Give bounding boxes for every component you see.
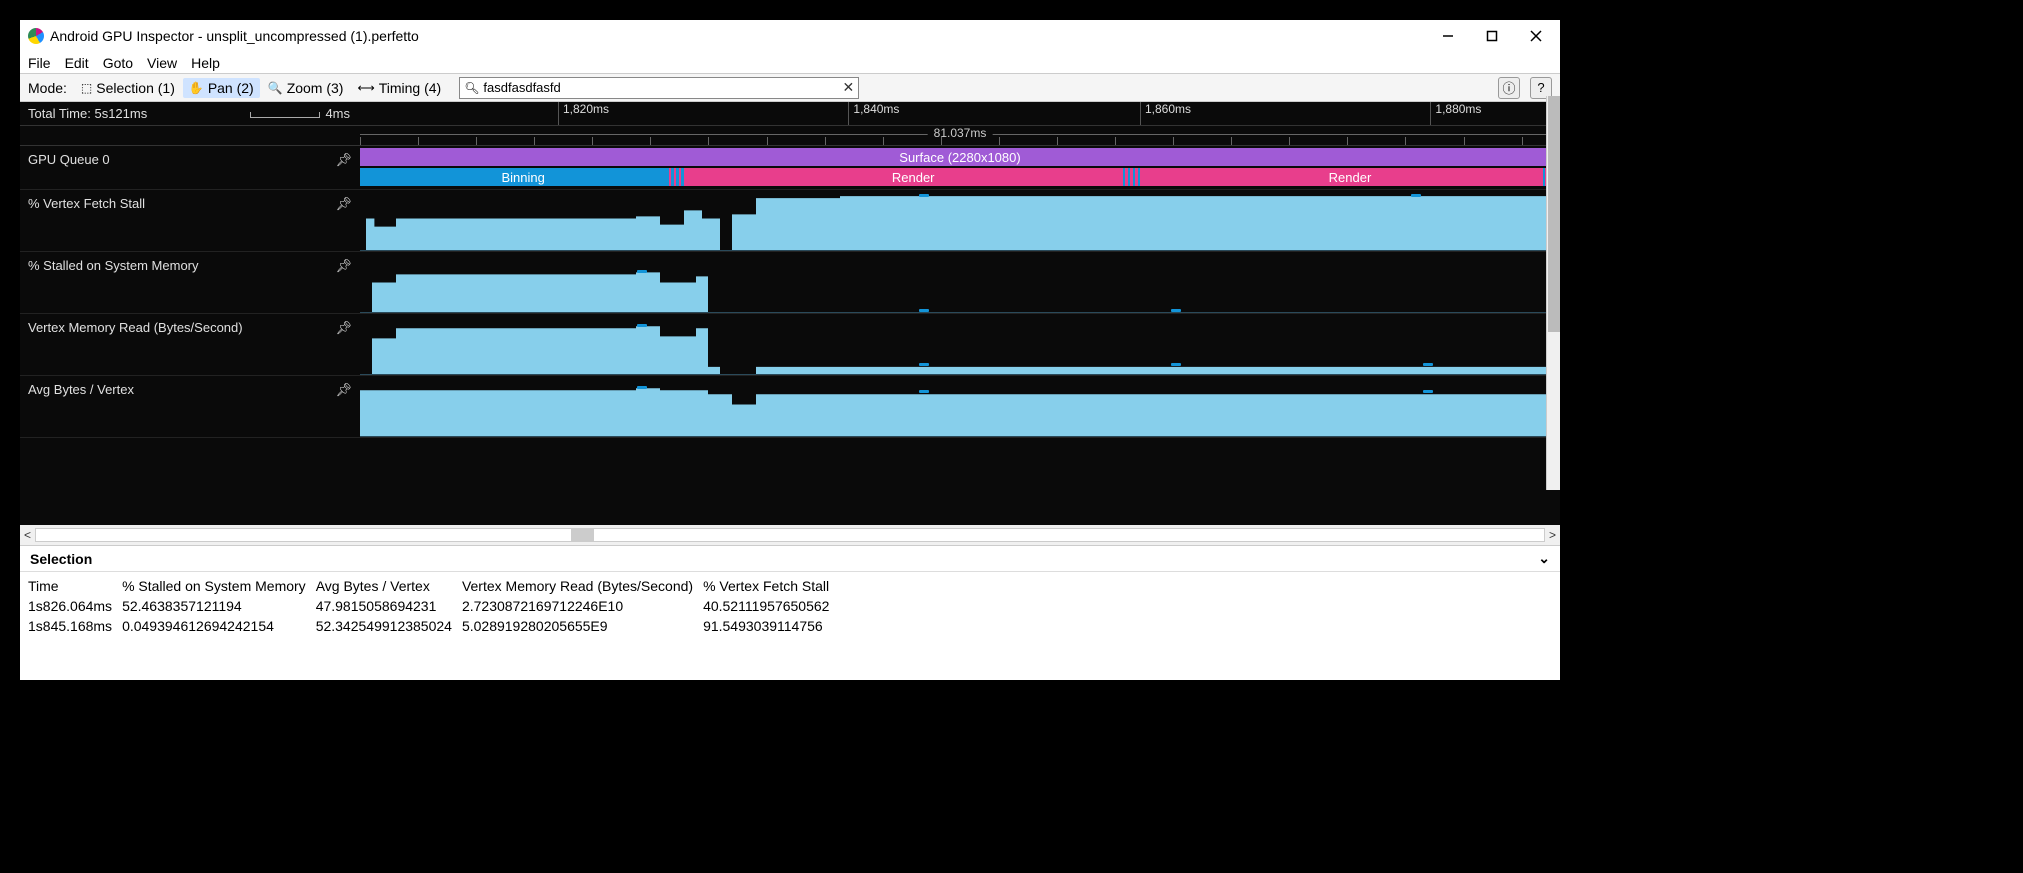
mode-pan-button[interactable]: ✋Pan (2) [183, 78, 260, 98]
menu-goto[interactable]: Goto [103, 55, 133, 71]
phase-binning[interactable]: Binning [360, 168, 686, 186]
collapse-icon[interactable]: ⌄ [1538, 550, 1550, 567]
chart-area[interactable] [360, 252, 1560, 313]
mode-timing-button[interactable]: ⟷Timing (4) [351, 78, 447, 98]
table-header: % Vertex Fetch Stall [703, 576, 839, 596]
titlebar: Android GPU Inspector - unsplit_uncompre… [20, 20, 1560, 52]
mode-icon: ⬚ [81, 81, 92, 95]
close-button[interactable] [1528, 28, 1544, 44]
time-ruler: Total Time: 5s121ms 4ms 1,820ms1,840ms1,… [20, 102, 1560, 126]
menu-edit[interactable]: Edit [65, 55, 89, 71]
menu-view[interactable]: View [147, 55, 177, 71]
menu-file[interactable]: File [28, 55, 51, 71]
pin-icon[interactable]: 📌︎ [335, 258, 352, 274]
chart-area[interactable] [360, 376, 1560, 437]
pin-icon[interactable]: 📌︎ [335, 196, 352, 212]
horizontal-scrollbar[interactable]: < > [20, 525, 1560, 545]
menubar: File Edit Goto View Help [20, 52, 1560, 74]
track-label: Vertex Memory Read (Bytes/Second) [28, 320, 243, 335]
phase-render[interactable]: Render [686, 168, 1140, 186]
scale-bar [250, 112, 320, 118]
ruler-tick: 1,840ms [848, 102, 899, 125]
table-row[interactable]: 1s845.168ms0.04939461269424215452.342549… [28, 616, 839, 636]
menu-help[interactable]: Help [191, 55, 220, 71]
table-header: Vertex Memory Read (Bytes/Second) [462, 576, 703, 596]
selection-title: Selection [30, 551, 92, 567]
mode-zoom-button[interactable]: 🔍Zoom (3) [262, 78, 350, 98]
search-box[interactable]: 🔍︎ ✕ [459, 77, 859, 99]
range-ruler: 81.037ms [20, 126, 1560, 146]
surface-bar[interactable]: Surface (2280x1080) [360, 148, 1560, 166]
maximize-button[interactable] [1484, 28, 1500, 44]
range-label: 81.037ms [928, 126, 993, 140]
chart-marker [1423, 363, 1433, 366]
chart-marker [919, 194, 929, 197]
table-row[interactable]: 1s826.064ms52.463835712119447.9815058694… [28, 596, 839, 616]
chart-marker [1171, 309, 1181, 312]
vertical-scrollbar[interactable] [1546, 96, 1560, 490]
info-button[interactable]: ⓘ [1498, 77, 1520, 99]
track-row: % Stalled on System Memory 📌︎ [20, 252, 1560, 314]
selection-panel: Selection ⌄ Time% Stalled on System Memo… [20, 545, 1560, 680]
pin-icon[interactable]: 📌︎ [335, 152, 352, 168]
mode-icon: 🔍 [268, 81, 283, 95]
app-icon [28, 28, 44, 44]
scroll-right-icon[interactable]: > [1549, 528, 1556, 542]
window-title: Android GPU Inspector - unsplit_uncompre… [50, 28, 1440, 44]
chart-marker [919, 309, 929, 312]
clear-search-icon[interactable]: ✕ [842, 79, 854, 96]
track-label: GPU Queue 0 [28, 152, 110, 167]
selection-table: Time% Stalled on System MemoryAvg Bytes … [28, 576, 839, 636]
chart-area[interactable] [360, 314, 1560, 375]
scroll-left-icon[interactable]: < [24, 528, 31, 542]
chart-marker [1171, 363, 1181, 366]
track-row: % Vertex Fetch Stall 📌︎ [20, 190, 1560, 252]
mode-label: Mode: [28, 80, 67, 96]
ruler-major[interactable]: 1,820ms 1,840ms 1,860ms 1,880ms [360, 102, 1560, 125]
total-time-label: Total Time: 5s121ms [28, 106, 147, 121]
ruler-minor[interactable]: 81.037ms [360, 126, 1560, 145]
chart-marker [637, 270, 647, 273]
track-row: Vertex Memory Read (Bytes/Second) 📌︎ [20, 314, 1560, 376]
track-label: % Vertex Fetch Stall [28, 196, 145, 211]
chart-marker [919, 363, 929, 366]
ruler-tick: 1,860ms [1140, 102, 1191, 125]
scroll-thumb[interactable] [571, 529, 594, 541]
chart-marker [637, 386, 647, 389]
chart-marker [919, 390, 929, 393]
ruler-tick: 1,820ms [558, 102, 609, 125]
pin-icon[interactable]: 📌︎ [335, 320, 352, 336]
toolbar: Mode: ⬚Selection (1)✋Pan (2)🔍Zoom (3)⟷Ti… [20, 74, 1560, 102]
table-header: Avg Bytes / Vertex [316, 576, 462, 596]
timeline: Total Time: 5s121ms 4ms 1,820ms1,840ms1,… [20, 102, 1560, 525]
mode-icon: ✋ [189, 81, 204, 95]
track-label: Avg Bytes / Vertex [28, 382, 134, 397]
minimize-button[interactable] [1440, 28, 1456, 44]
chart-marker [1423, 390, 1433, 393]
phase-render[interactable]: Render [1140, 168, 1560, 186]
chart-area[interactable] [360, 190, 1560, 251]
gpu-queue-body[interactable]: Surface (2280x1080)BinningRenderRender [360, 146, 1560, 189]
scale-hint: 4ms [325, 106, 350, 121]
track-gpu-queue: GPU Queue 0 📌︎ Surface (2280x1080) Binnin… [20, 146, 1560, 190]
track-row: Avg Bytes / Vertex 📌︎ [20, 376, 1560, 438]
ruler-tick: 1,880ms [1430, 102, 1481, 125]
track-label: % Stalled on System Memory [28, 258, 199, 273]
mode-selection-button[interactable]: ⬚Selection (1) [75, 78, 181, 98]
app-window: Android GPU Inspector - unsplit_uncompre… [20, 20, 1560, 680]
chart-marker [1411, 194, 1421, 197]
search-icon: 🔍︎ [464, 81, 479, 95]
table-header: % Stalled on System Memory [122, 576, 316, 596]
search-input[interactable] [483, 80, 842, 95]
pin-icon[interactable]: 📌︎ [335, 382, 352, 398]
chart-marker [637, 324, 647, 327]
table-header: Time [28, 576, 122, 596]
vscroll-thumb[interactable] [1548, 96, 1560, 332]
mode-icon: ⟷ [357, 81, 374, 95]
